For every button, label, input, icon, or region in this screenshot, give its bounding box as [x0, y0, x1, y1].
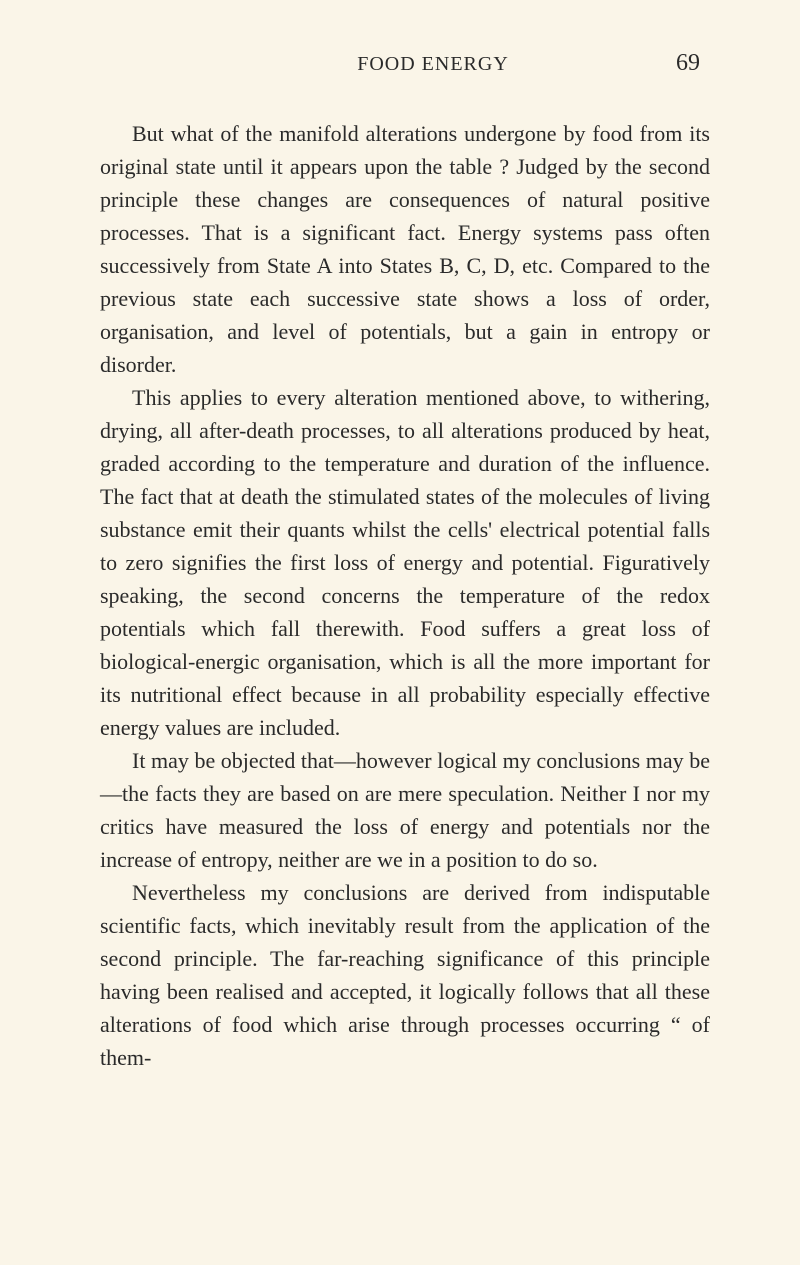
page-header: FOOD ENERGY 69 — [100, 50, 710, 77]
running-title: FOOD ENERGY — [190, 53, 676, 76]
paragraph-1: But what of the manifold alterations und… — [100, 117, 710, 381]
paragraph-3: It may be objected that—however logical … — [100, 744, 710, 876]
page-body: But what of the manifold alterations und… — [100, 117, 710, 1074]
page-number: 69 — [676, 50, 700, 77]
paragraph-2: This applies to every alteration mention… — [100, 381, 710, 744]
paragraph-4: Nevertheless my conclusions are derived … — [100, 876, 710, 1074]
